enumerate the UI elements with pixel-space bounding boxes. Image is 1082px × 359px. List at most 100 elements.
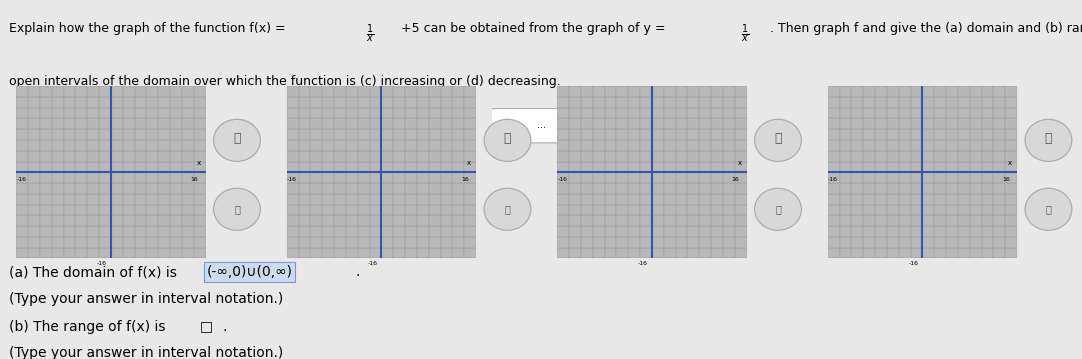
Bar — [381, 237, 393, 248]
Bar — [593, 97, 605, 108]
Text: (Type your answer in interval notation.): (Type your answer in interval notation.) — [9, 346, 282, 359]
Bar — [981, 151, 993, 162]
Bar — [393, 108, 405, 118]
Bar — [675, 183, 687, 194]
Bar — [993, 151, 1005, 162]
Bar — [194, 97, 206, 108]
Bar — [428, 97, 440, 108]
Bar — [993, 237, 1005, 248]
Bar — [393, 237, 405, 248]
Bar — [428, 162, 440, 172]
Bar — [194, 172, 206, 183]
Bar — [358, 226, 370, 237]
Text: -16: -16 — [368, 261, 378, 266]
Bar — [863, 162, 875, 172]
Bar — [358, 108, 370, 118]
Bar — [840, 151, 852, 162]
Bar — [723, 118, 735, 129]
Bar — [381, 172, 393, 183]
Bar — [52, 172, 64, 183]
Bar — [464, 194, 476, 205]
Bar — [322, 172, 334, 183]
Circle shape — [754, 119, 802, 161]
Bar — [863, 151, 875, 162]
Text: (-∞,0)∪(0,∞): (-∞,0)∪(0,∞) — [207, 265, 292, 279]
Bar — [358, 97, 370, 108]
Bar — [569, 248, 581, 258]
Bar — [287, 205, 299, 215]
Bar — [946, 226, 958, 237]
Bar — [64, 108, 76, 118]
Bar — [899, 86, 911, 97]
Bar — [52, 108, 64, 118]
Bar — [605, 140, 617, 151]
Bar — [852, 172, 863, 183]
Bar — [663, 151, 675, 162]
Bar — [405, 215, 417, 226]
Bar — [405, 140, 417, 151]
Bar — [605, 248, 617, 258]
Bar — [287, 151, 299, 162]
Bar — [299, 237, 311, 248]
Bar — [711, 162, 723, 172]
Bar — [134, 215, 146, 226]
Bar — [287, 183, 299, 194]
Bar — [194, 118, 206, 129]
Bar — [346, 108, 358, 118]
Bar — [299, 226, 311, 237]
Bar — [569, 215, 581, 226]
Bar — [122, 248, 134, 258]
Bar — [194, 108, 206, 118]
Bar — [675, 237, 687, 248]
Bar — [641, 140, 651, 151]
Bar — [428, 237, 440, 248]
Bar — [194, 86, 206, 97]
Bar — [16, 86, 28, 97]
Bar — [875, 226, 887, 237]
Bar — [182, 108, 194, 118]
Bar — [641, 108, 651, 118]
Bar — [170, 215, 182, 226]
Bar — [969, 151, 981, 162]
Text: 16: 16 — [1002, 177, 1010, 182]
Bar — [735, 248, 747, 258]
Bar — [464, 226, 476, 237]
Bar — [393, 205, 405, 215]
Bar — [122, 162, 134, 172]
Bar — [64, 172, 76, 183]
Bar — [146, 140, 158, 151]
Bar — [593, 86, 605, 97]
Bar — [934, 151, 946, 162]
Bar — [287, 129, 299, 140]
Bar — [170, 248, 182, 258]
Bar — [641, 172, 651, 183]
Text: -16: -16 — [638, 261, 648, 266]
Bar — [840, 172, 852, 183]
Bar — [322, 129, 334, 140]
Bar — [899, 97, 911, 108]
Bar — [287, 118, 299, 129]
Bar — [663, 108, 675, 118]
Bar — [88, 129, 100, 140]
Bar — [440, 205, 452, 215]
Bar — [381, 248, 393, 258]
Bar — [1005, 162, 1017, 172]
Bar — [194, 248, 206, 258]
Bar — [557, 215, 569, 226]
Bar — [358, 237, 370, 248]
Bar — [299, 205, 311, 215]
Bar — [393, 118, 405, 129]
Bar — [711, 183, 723, 194]
Bar — [170, 129, 182, 140]
Bar — [370, 162, 381, 172]
Bar — [122, 140, 134, 151]
Bar — [122, 183, 134, 194]
Bar — [687, 108, 699, 118]
Bar — [393, 215, 405, 226]
Bar — [699, 129, 711, 140]
Bar — [840, 162, 852, 172]
Bar — [134, 226, 146, 237]
Bar — [334, 248, 346, 258]
Bar — [887, 108, 899, 118]
Bar — [899, 226, 911, 237]
